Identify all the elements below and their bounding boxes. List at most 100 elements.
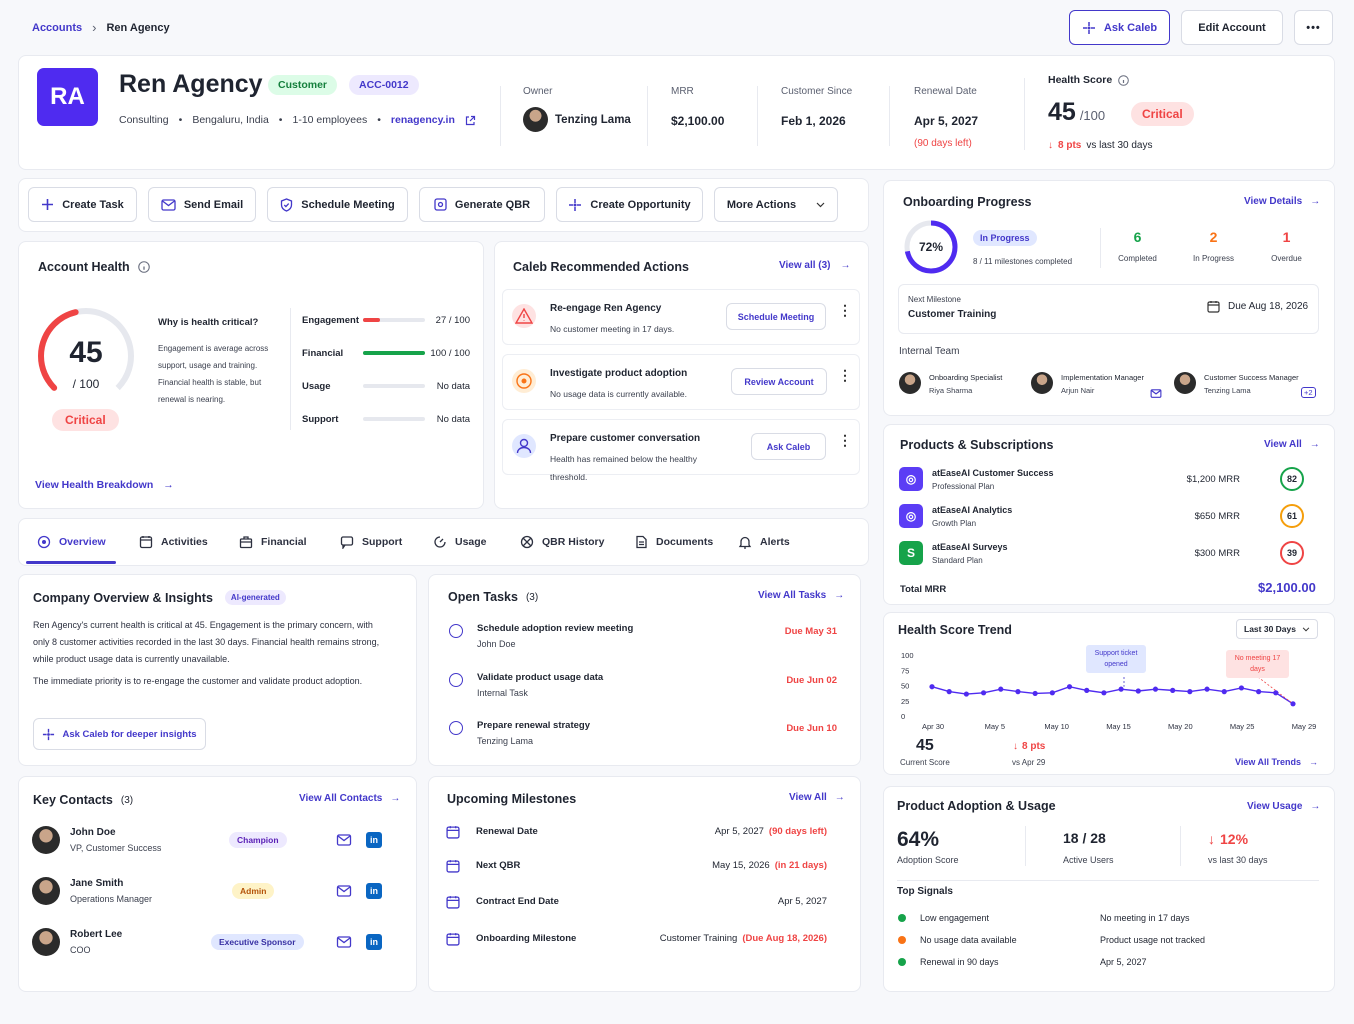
x-tick-label: Apr 30 xyxy=(922,722,944,731)
calendar-icon xyxy=(446,932,460,946)
more-dots-icon: ••• xyxy=(1306,21,1321,34)
create-opportunity-button[interactable]: Create Opportunity xyxy=(556,187,703,222)
milestone-value: Apr 5, 2027 xyxy=(778,896,827,907)
breadcrumb-accounts[interactable]: Accounts xyxy=(32,21,83,34)
info-icon[interactable] xyxy=(1118,74,1130,86)
trend-range-select[interactable]: Last 30 Days xyxy=(1236,619,1318,639)
health-gauge-max: / 100 xyxy=(72,377,100,391)
recommended-item-button[interactable]: Schedule Meeting xyxy=(726,303,826,330)
view-all-milestones-link[interactable]: View All → xyxy=(789,792,845,803)
trend-range-label: Last 30 Days xyxy=(1244,624,1296,634)
task-due: Due Jun 10 xyxy=(786,723,837,734)
task-checkbox[interactable] xyxy=(449,624,463,638)
trend-point xyxy=(1118,686,1124,692)
website-link[interactable]: renagency.in xyxy=(390,114,455,126)
linkedin-icon[interactable]: in xyxy=(366,832,382,848)
schedule-meeting-button[interactable]: Schedule Meeting xyxy=(267,187,408,222)
owner-name[interactable]: Tenzing Lama xyxy=(555,114,631,126)
mail-icon[interactable] xyxy=(336,834,352,846)
overview-paragraph-2: The immediate priority is to re-engage t… xyxy=(33,676,363,686)
tab-support[interactable]: Support xyxy=(340,535,402,549)
external-link-icon[interactable] xyxy=(465,115,476,126)
view-all-contacts-link[interactable]: View All Contacts → xyxy=(299,793,400,804)
trend-point xyxy=(980,690,987,696)
metric-bar-track xyxy=(363,318,425,322)
view-all-trends-link[interactable]: View All Trends → xyxy=(1235,757,1318,767)
linkedin-icon[interactable]: in xyxy=(366,934,382,950)
warning-icon xyxy=(512,304,536,328)
recommended-item-button[interactable]: Ask Caleb xyxy=(751,433,826,460)
view-usage-link[interactable]: View Usage → xyxy=(1247,801,1320,812)
task-checkbox[interactable] xyxy=(449,721,463,735)
adoption-title: Product Adoption & Usage xyxy=(897,799,1056,813)
view-all-tasks-link[interactable]: View All Tasks → xyxy=(758,590,844,601)
create-task-button[interactable]: Create Task xyxy=(28,187,137,222)
metric-value: No data xyxy=(436,381,470,392)
linkedin-icon[interactable]: in xyxy=(366,883,382,899)
tab-usage[interactable]: Usage xyxy=(433,535,487,549)
view-all-products-label: View All xyxy=(1264,439,1302,450)
tab-overview[interactable]: Overview xyxy=(37,535,106,549)
customer-badge: Customer xyxy=(268,75,338,95)
signal-label: No usage data available xyxy=(920,935,1017,945)
contact-name[interactable]: John Doe xyxy=(70,827,116,838)
arrow-down-icon: ↓ xyxy=(1048,140,1053,151)
edit-account-button[interactable]: Edit Account xyxy=(1181,10,1283,45)
active-users-value: 18 / 28 xyxy=(1063,830,1106,846)
tab-label: Alerts xyxy=(760,536,790,548)
kebab-menu-icon[interactable]: ⋮ xyxy=(838,367,852,383)
ask-caleb-button[interactable]: Ask Caleb xyxy=(1069,10,1170,45)
milestone-label: Next QBR xyxy=(476,860,521,871)
tab-alerts[interactable]: Alerts xyxy=(738,535,790,549)
product-name[interactable]: atEaseAI Analytics xyxy=(932,505,1013,515)
contact-name[interactable]: Jane Smith xyxy=(70,878,124,889)
view-details-link[interactable]: View Details → xyxy=(1244,196,1320,207)
mail-icon[interactable] xyxy=(336,885,352,897)
tab-activities[interactable]: Activities xyxy=(139,535,208,549)
tab-financial[interactable]: Financial xyxy=(239,535,307,549)
mail-icon[interactable] xyxy=(1150,389,1162,398)
task-title[interactable]: Schedule adoption review meeting xyxy=(477,623,634,634)
calendar-icon xyxy=(446,825,460,839)
ask-caleb-insights-button[interactable]: Ask Caleb for deeper insights xyxy=(33,718,206,750)
next-milestone-due: Due Aug 18, 2026 xyxy=(1207,300,1308,313)
target-icon xyxy=(512,369,536,393)
product-icon: ◎ xyxy=(899,467,923,491)
generate-qbr-button[interactable]: Generate QBR xyxy=(419,187,545,222)
tab-qbr-history[interactable]: QBR History xyxy=(520,535,604,549)
team-more-badge[interactable]: +2 xyxy=(1301,387,1316,398)
tab-documents[interactable]: Documents xyxy=(634,535,713,549)
send-email-button[interactable]: Send Email xyxy=(148,187,256,222)
signal-label: Low engagement xyxy=(920,913,990,923)
more-actions-dropdown[interactable]: More Actions xyxy=(714,187,838,222)
sparkle-icon xyxy=(1082,21,1096,35)
health-score-label: Health Score xyxy=(1048,74,1130,86)
task-title[interactable]: Prepare renewal strategy xyxy=(477,720,591,731)
recommended-item-button[interactable]: Review Account xyxy=(731,368,827,395)
chat-icon xyxy=(340,535,354,549)
contact-avatar xyxy=(32,928,60,956)
milestone-date: Apr 5, 2027 xyxy=(777,896,827,907)
info-icon[interactable] xyxy=(137,261,150,273)
annotation-no-meeting: No meeting 17 days xyxy=(1226,650,1289,678)
task-checkbox[interactable] xyxy=(449,673,463,687)
mail-icon[interactable] xyxy=(336,936,352,948)
why-critical-text: Engagement is average across support, us… xyxy=(158,344,269,404)
schedule-meeting-label: Schedule Meeting xyxy=(301,198,395,211)
view-all-products-link[interactable]: View All → xyxy=(1264,439,1320,450)
task-title[interactable]: Validate product usage data xyxy=(477,672,604,683)
more-menu-button[interactable]: ••• xyxy=(1294,10,1333,45)
view-health-breakdown-link[interactable]: View Health Breakdown → xyxy=(35,479,174,491)
kebab-menu-icon[interactable]: ⋮ xyxy=(838,302,852,318)
recommended-view-all-link[interactable]: View all (3) → xyxy=(779,260,851,271)
trend-current-score: 45 xyxy=(916,737,934,754)
contact-name[interactable]: Robert Lee xyxy=(70,929,123,940)
adoption-delta-value: 12% xyxy=(1220,831,1249,847)
product-name[interactable]: atEaseAI Surveys xyxy=(932,542,1008,552)
milestone-label: Onboarding Milestone xyxy=(476,933,577,944)
trend-line xyxy=(931,685,1294,705)
kebab-menu-icon[interactable]: ⋮ xyxy=(838,432,852,448)
product-name[interactable]: atEaseAI Customer Success xyxy=(932,468,1054,478)
ask-caleb-label: Ask Caleb xyxy=(1103,21,1158,34)
since-value: Feb 1, 2026 xyxy=(781,114,846,128)
